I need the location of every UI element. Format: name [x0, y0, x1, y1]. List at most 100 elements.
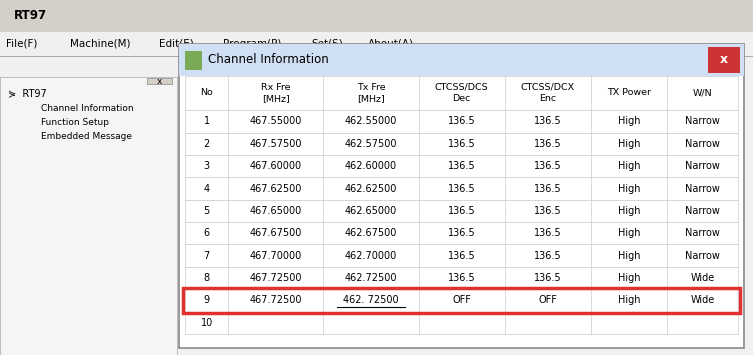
Bar — [0, 56, 753, 57]
Bar — [185, 245, 738, 267]
Text: 467.60000: 467.60000 — [250, 161, 302, 171]
Text: 462. 72500: 462. 72500 — [343, 295, 399, 305]
Text: High: High — [617, 295, 640, 305]
Text: TX Power: TX Power — [607, 88, 651, 98]
Text: Narrow: Narrow — [685, 139, 720, 149]
Text: 462.57500: 462.57500 — [345, 139, 398, 149]
Text: OFF: OFF — [538, 295, 557, 305]
Bar — [179, 44, 744, 348]
Text: 467.67500: 467.67500 — [250, 228, 302, 238]
Text: OFF: OFF — [452, 295, 471, 305]
Text: 467.55000: 467.55000 — [250, 116, 302, 126]
Bar — [147, 78, 172, 84]
Text: 467.72500: 467.72500 — [249, 273, 302, 283]
Text: 136.5: 136.5 — [534, 161, 562, 171]
Text: 467.57500: 467.57500 — [249, 139, 302, 149]
Text: Narrow: Narrow — [685, 206, 720, 216]
Text: 136.5: 136.5 — [448, 228, 475, 238]
Text: Channel Information: Channel Information — [208, 54, 328, 66]
Text: 467.70000: 467.70000 — [250, 251, 302, 261]
Text: 136.5: 136.5 — [448, 184, 475, 193]
Text: CTCSS/DCX
Enc: CTCSS/DCX Enc — [520, 83, 575, 103]
Text: 10: 10 — [200, 318, 213, 328]
Text: Tx Fre
[MHz]: Tx Fre [MHz] — [357, 83, 386, 103]
Bar — [185, 155, 738, 178]
Text: 4: 4 — [203, 184, 210, 193]
Bar — [185, 289, 738, 312]
Text: 467.72500: 467.72500 — [249, 295, 302, 305]
Bar — [185, 76, 738, 110]
Text: High: High — [617, 251, 640, 261]
Text: Wide: Wide — [691, 273, 715, 283]
Text: Set(S): Set(S) — [311, 39, 343, 49]
Text: 7: 7 — [203, 251, 210, 261]
Text: 136.5: 136.5 — [534, 251, 562, 261]
Bar — [0, 77, 177, 355]
Text: Embedded Message: Embedded Message — [41, 132, 133, 141]
Text: 136.5: 136.5 — [534, 206, 562, 216]
Text: 462.70000: 462.70000 — [345, 251, 397, 261]
Text: High: High — [617, 139, 640, 149]
Bar — [0, 32, 753, 55]
Text: Program(P): Program(P) — [223, 39, 282, 49]
Text: High: High — [617, 184, 640, 193]
Bar — [0, 57, 753, 76]
Bar — [0, 0, 753, 32]
Text: High: High — [617, 273, 640, 283]
Text: Narrow: Narrow — [685, 161, 720, 171]
Text: 6: 6 — [203, 228, 210, 238]
Text: Wide: Wide — [691, 295, 715, 305]
Text: Narrow: Narrow — [685, 116, 720, 126]
Text: CTCSS/DCS
Dec: CTCSS/DCS Dec — [434, 83, 489, 103]
Text: Rx Fre
[MHz]: Rx Fre [MHz] — [261, 83, 291, 103]
Text: Edit(E): Edit(E) — [159, 39, 194, 49]
Text: x: x — [720, 54, 727, 66]
Text: Channel Information: Channel Information — [41, 104, 134, 113]
Text: High: High — [617, 116, 640, 126]
Text: 136.5: 136.5 — [448, 139, 475, 149]
Bar — [185, 51, 202, 70]
Text: 462.60000: 462.60000 — [345, 161, 397, 171]
Text: 462.72500: 462.72500 — [345, 273, 398, 283]
Text: 462.67500: 462.67500 — [345, 228, 397, 238]
Text: x: x — [157, 77, 162, 86]
Text: Narrow: Narrow — [685, 251, 720, 261]
Text: File(F): File(F) — [6, 39, 38, 49]
Text: 8: 8 — [203, 273, 210, 283]
Text: 136.5: 136.5 — [534, 184, 562, 193]
Text: 9: 9 — [203, 295, 210, 305]
Text: 5: 5 — [203, 206, 210, 216]
Text: About(A): About(A) — [367, 39, 413, 49]
Text: High: High — [617, 228, 640, 238]
Text: RT97: RT97 — [14, 10, 47, 22]
Text: 136.5: 136.5 — [448, 251, 475, 261]
Bar — [179, 44, 744, 76]
Text: Narrow: Narrow — [685, 228, 720, 238]
Bar — [185, 110, 738, 133]
Bar — [185, 133, 738, 155]
Bar — [185, 178, 738, 200]
Text: 136.5: 136.5 — [534, 116, 562, 126]
Text: ⋟  RT97: ⋟ RT97 — [8, 89, 46, 99]
Text: 136.5: 136.5 — [448, 116, 475, 126]
Bar — [185, 312, 738, 334]
Text: 467.65000: 467.65000 — [250, 206, 302, 216]
Text: 136.5: 136.5 — [534, 228, 562, 238]
Text: 3: 3 — [203, 161, 210, 171]
Text: No: No — [200, 88, 213, 98]
Text: 136.5: 136.5 — [448, 161, 475, 171]
Text: W/N: W/N — [693, 88, 712, 98]
Bar — [708, 47, 740, 73]
Text: 136.5: 136.5 — [448, 206, 475, 216]
Text: 136.5: 136.5 — [534, 139, 562, 149]
Text: 462.65000: 462.65000 — [345, 206, 397, 216]
Text: 2: 2 — [203, 139, 210, 149]
Text: Narrow: Narrow — [685, 184, 720, 193]
Bar — [185, 200, 738, 222]
Text: Function Setup: Function Setup — [41, 118, 109, 127]
Text: High: High — [617, 161, 640, 171]
Text: 467.62500: 467.62500 — [250, 184, 302, 193]
Text: 136.5: 136.5 — [534, 273, 562, 283]
Bar — [185, 267, 738, 289]
Text: High: High — [617, 206, 640, 216]
